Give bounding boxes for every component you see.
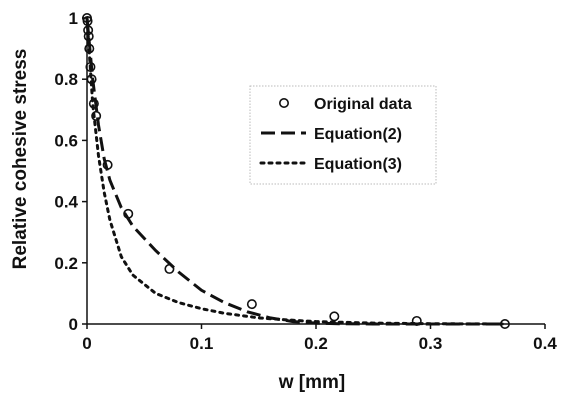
data-point — [91, 110, 102, 121]
series-line-equation-2 — [85, 17, 505, 326]
x-tick-label: 0 — [82, 334, 91, 353]
x-tick-label: 0.4 — [533, 334, 557, 353]
x-ticks: 0 0.1 0.2 0.3 0.4 — [82, 324, 557, 353]
legend-label: Original data — [314, 96, 412, 113]
x-axis-title: w [mm] — [278, 372, 346, 393]
y-tick-label: 0.6 — [54, 131, 78, 150]
legend-marker — [278, 98, 289, 109]
y-axis-title: Relative cohesive stress — [10, 49, 31, 270]
x-tick-label: 0.2 — [304, 334, 328, 353]
legend-entry: Equation(2) — [261, 126, 402, 143]
legend-items: Original data Equation(2) Equation(3) — [259, 96, 412, 173]
legend-label: Equation(3) — [314, 156, 402, 173]
legend-box — [249, 85, 437, 185]
data-point — [329, 311, 340, 322]
data-point — [246, 299, 257, 310]
series-layer — [82, 13, 510, 329]
y-tick-label: 0.2 — [54, 254, 78, 273]
series-line-equation-3 — [85, 16, 507, 326]
legend: Original data Equation(2) Equation(3) — [249, 85, 437, 185]
y-tick-label: 0.4 — [54, 193, 78, 212]
legend-entry: Equation(3) — [259, 156, 402, 173]
x-tick-label: 0.1 — [190, 334, 214, 353]
x-tick-label: 0.3 — [419, 334, 443, 353]
y-tick-label: 0 — [69, 315, 78, 334]
y-ticks: 0 0.2 0.4 0.6 0.8 1 — [54, 9, 87, 334]
y-tick-label: 1 — [69, 9, 78, 28]
legend-label: Equation(2) — [314, 126, 402, 143]
y-tick-label: 0.8 — [54, 70, 78, 89]
legend-entry: Original data — [278, 96, 412, 113]
